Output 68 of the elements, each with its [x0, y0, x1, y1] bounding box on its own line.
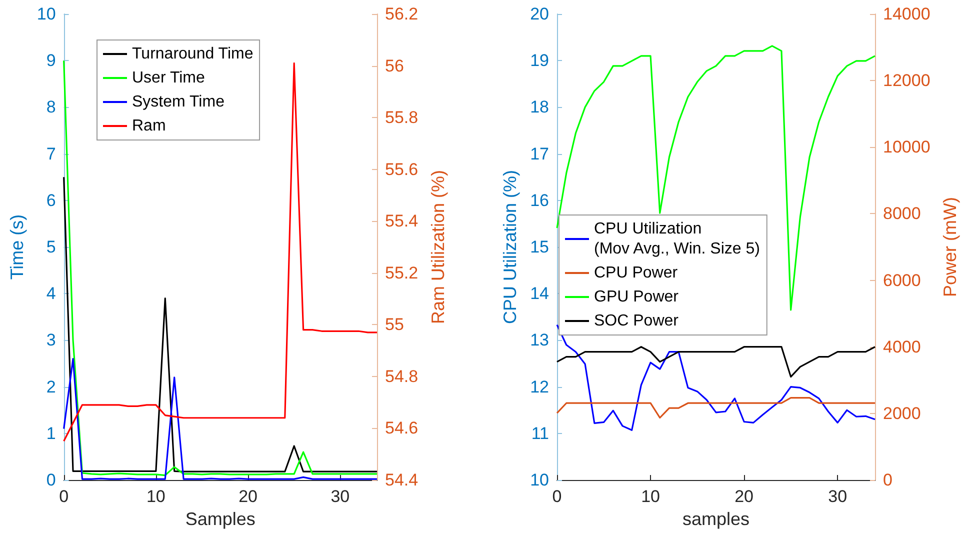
- y-tick-label: 10: [530, 470, 549, 490]
- y-axis-title: Time (s): [7, 214, 27, 280]
- y2-tick-label: 55: [385, 315, 404, 334]
- y2-tick-label: 8000: [883, 204, 921, 224]
- y-tick-label: 15: [530, 238, 549, 256]
- y2-tick-label: 55.4: [385, 212, 418, 231]
- x-tick-label: 20: [238, 487, 258, 506]
- y2-axis-title: Power (mW): [940, 197, 960, 297]
- legend-label: GPU Power: [594, 288, 680, 306]
- y2-axis-title: Ram Utilization (%): [428, 170, 448, 324]
- line-series: [63, 176, 378, 472]
- legend-label: Ram: [132, 118, 166, 134]
- y2-tick-label: 54.8: [385, 366, 418, 386]
- x-tick-label: 0: [552, 487, 562, 506]
- x-tick-label: 20: [734, 487, 754, 506]
- y2-tick-label: 55.6: [385, 160, 418, 179]
- y-tick-label: 14: [530, 284, 549, 304]
- y-tick-label: 4: [46, 284, 56, 304]
- y-tick-label: 1: [46, 424, 56, 443]
- line-series: [63, 358, 378, 480]
- y2-tick-label: 56: [385, 56, 404, 76]
- y2-tick-label: 12000: [883, 71, 930, 90]
- y-tick-label: 13: [530, 330, 549, 350]
- y2-tick-label: 2000: [883, 404, 921, 423]
- legend-label: CPU Power: [594, 264, 678, 282]
- x-tick-label: 10: [146, 487, 166, 506]
- legend-label: CPU Utilization (Mov Avg., Win. Size 5): [594, 220, 760, 258]
- y-tick-label: 6: [46, 190, 56, 210]
- y-axis-title: CPU Utilization (%): [500, 170, 520, 324]
- y-tick-label: 2: [46, 377, 56, 396]
- line-series: [556, 324, 876, 431]
- y2-tick-label: 6000: [883, 270, 921, 290]
- line-series: [556, 396, 876, 419]
- y2-tick-label: 54.6: [385, 418, 418, 438]
- y2-tick-label: 4000: [883, 337, 921, 356]
- y2-tick-label: 0: [883, 470, 892, 490]
- line-series: [556, 346, 876, 378]
- y-tick-label: 12: [530, 377, 549, 396]
- x-tick-label: 30: [828, 487, 848, 506]
- y-tick-label: 7: [46, 144, 56, 164]
- y-tick-label: 10: [36, 4, 56, 24]
- y2-tick-label: 56.2: [385, 4, 418, 24]
- y-tick-label: 16: [530, 190, 549, 210]
- y-tick-label: 3: [46, 330, 56, 350]
- x-tick-label: 0: [59, 487, 69, 506]
- line-series: [556, 45, 876, 311]
- y2-tick-label: 54.4: [385, 470, 418, 490]
- y2-tick-label: 55.2: [385, 263, 418, 282]
- x-tick-label: 10: [641, 487, 660, 506]
- y-tick-label: 9: [46, 51, 56, 70]
- y-tick-label: 20: [530, 4, 549, 24]
- y2-tick-label: 55.8: [385, 108, 418, 128]
- y-tick-label: 18: [530, 98, 549, 117]
- y-tick-label: 19: [530, 51, 549, 70]
- legend-label: User Time: [132, 70, 205, 86]
- y-tick-label: 0: [46, 470, 56, 490]
- y-tick-label: 17: [530, 144, 549, 164]
- legend-label: SOC Power: [594, 312, 680, 330]
- y-tick-label: 11: [531, 424, 549, 443]
- y2-tick-label: 14000: [883, 4, 930, 24]
- legend-label: Turnaround Time: [132, 46, 254, 62]
- y-tick-label: 5: [46, 238, 56, 256]
- y-tick-label: 8: [46, 98, 56, 117]
- x-axis-title: Samples: [185, 509, 256, 529]
- legend-label: System Time: [132, 94, 225, 110]
- x-tick-label: 30: [330, 487, 350, 506]
- x-axis-title: samples: [682, 509, 750, 529]
- y2-tick-label: 10000: [883, 138, 930, 157]
